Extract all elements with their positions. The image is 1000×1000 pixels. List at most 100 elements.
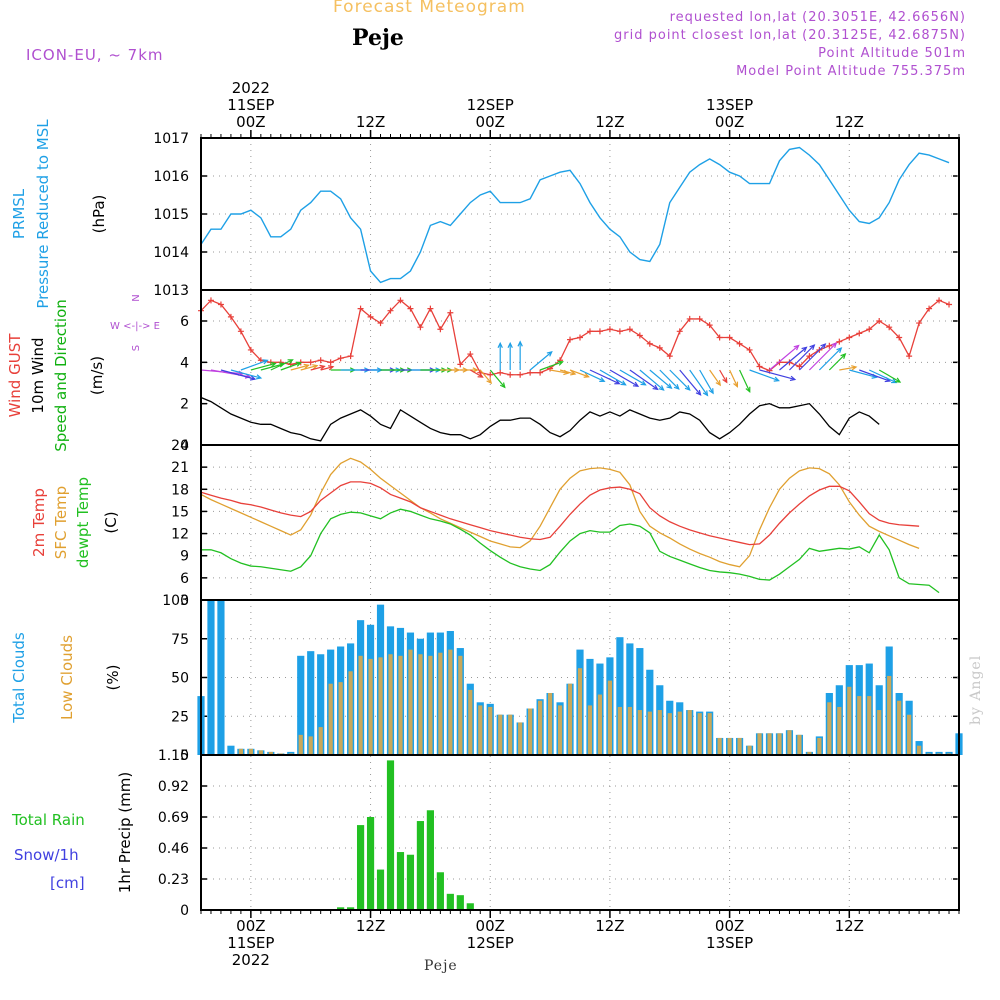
- y-tick-label: 9: [180, 549, 189, 565]
- low-cloud-bar: [647, 711, 652, 755]
- compass-west-east: W <-|-> E: [110, 321, 160, 332]
- low-cloud-bar: [887, 675, 892, 755]
- gust-marker: [826, 342, 833, 349]
- wind-arrow-head: [666, 383, 673, 390]
- low-cloud-bar: [348, 671, 353, 755]
- gust-marker: [517, 371, 524, 378]
- gust-marker: [856, 330, 863, 337]
- wind-arrow: [849, 369, 877, 378]
- requested-coords: requested lon,lat (20.3051E, 42.6656N): [669, 10, 966, 25]
- low-cloud-bar: [857, 696, 862, 755]
- low-cloud-bar: [847, 686, 852, 755]
- wind-arrow: [469, 369, 483, 378]
- gust-marker: [567, 336, 574, 343]
- low-cloud-bar: [518, 722, 523, 755]
- gust-marker: [457, 361, 464, 368]
- wind-arrow: [270, 359, 293, 371]
- location-title: Peje: [352, 25, 404, 51]
- y-tick-label: 6: [180, 314, 189, 330]
- wind-arrow: [549, 369, 569, 374]
- y-tick-label: 1.15: [158, 748, 189, 764]
- y-tick-label: 18: [171, 482, 189, 498]
- wind-arrow-head: [507, 341, 513, 348]
- wind-arrow-head: [820, 343, 827, 350]
- wind-arrow: [489, 369, 506, 388]
- wind-arrow-head: [733, 381, 739, 388]
- gust-marker: [676, 328, 683, 335]
- gust-marker: [497, 369, 504, 376]
- wind-speed-line: [200, 396, 880, 442]
- wind-arrow-head: [773, 376, 780, 382]
- wind-arrow: [310, 365, 325, 371]
- wind-arrow-head: [486, 378, 493, 385]
- y-tick-label: 24: [171, 438, 189, 454]
- y-tick-label: 50: [171, 671, 189, 687]
- wind-arrow-head: [708, 388, 714, 395]
- wind-arrow: [300, 365, 318, 371]
- y-tick-label: 0: [180, 748, 189, 764]
- total-cloud-bar: [626, 643, 634, 755]
- wind-arrow: [230, 369, 262, 379]
- wind-arrow-head: [262, 359, 269, 365]
- low-cloud-bar: [627, 706, 632, 755]
- temp-2m-line: [200, 481, 920, 546]
- gust-marker: [916, 320, 923, 327]
- wind-arrow-head: [745, 386, 751, 394]
- wind-arrow: [679, 369, 702, 396]
- gust-marker: [337, 355, 344, 362]
- gust-marker: [247, 346, 254, 353]
- time-label-top: 12Z: [835, 113, 864, 131]
- wind-arrow-head: [312, 364, 319, 370]
- low-cloud-bar: [528, 708, 533, 755]
- plot-frame: [200, 137, 960, 911]
- wind-arrow: [569, 369, 589, 378]
- wind-arrow-head: [632, 381, 640, 387]
- y-tick-label: 21: [171, 460, 189, 476]
- wind-arrow-head: [722, 377, 728, 384]
- wind-arrow-head: [652, 384, 659, 391]
- wind-arrow: [320, 366, 334, 371]
- temp-label-2m: 2m Temp: [30, 488, 48, 557]
- gust-marker: [427, 305, 434, 312]
- total-cloud-bar: [307, 651, 315, 755]
- low-cloud-bar: [807, 751, 812, 755]
- gust-marker: [537, 369, 544, 376]
- wind-arrow: [719, 369, 728, 383]
- y-tick-label: 6: [180, 571, 189, 587]
- wind-label-direction: Speed and Direction: [52, 299, 70, 452]
- low-cloud-bar: [587, 705, 593, 755]
- gust-marker: [407, 305, 414, 312]
- low-cloud-bar: [707, 713, 712, 755]
- wind-arrow: [759, 369, 796, 381]
- low-cloud-bar: [827, 702, 832, 755]
- wind-arrow-head: [831, 342, 838, 349]
- y-tick-label: 0.92: [158, 779, 189, 795]
- y-tick-label: 1017: [153, 131, 189, 147]
- low-cloud-bar: [877, 710, 882, 755]
- low-cloud-bar: [318, 727, 323, 755]
- wind-arrow-head: [836, 347, 843, 353]
- gust-marker: [886, 324, 893, 331]
- wind-arrow-head: [319, 364, 326, 371]
- gust-marker: [596, 328, 603, 335]
- y-tick-label: 0: [180, 903, 189, 919]
- low-cloud-bar: [258, 750, 263, 755]
- low-cloud-bar: [687, 710, 692, 755]
- low-cloud-bar: [418, 654, 423, 755]
- wind-arrow: [529, 351, 553, 371]
- wind-arrow-head: [684, 385, 691, 391]
- time-label-top: 12Z: [356, 113, 385, 131]
- wind-arrow-head: [715, 380, 722, 387]
- dewpoint-line: [201, 508, 940, 594]
- low-cloud-bar: [547, 693, 553, 755]
- wind-arrow: [559, 369, 576, 375]
- y-tick-label: 1014: [153, 245, 189, 261]
- low-cloud-bar: [677, 711, 682, 755]
- low-cloud-bar: [657, 710, 662, 755]
- precip-legend-unit: [cm]: [50, 874, 85, 892]
- y-tick-label: 15: [171, 504, 189, 520]
- wind-arrow: [699, 369, 714, 394]
- time-label-bottom: 12SEP: [467, 934, 514, 952]
- wind-label-10m: 10m Wind: [29, 337, 47, 413]
- gust-marker: [307, 359, 314, 366]
